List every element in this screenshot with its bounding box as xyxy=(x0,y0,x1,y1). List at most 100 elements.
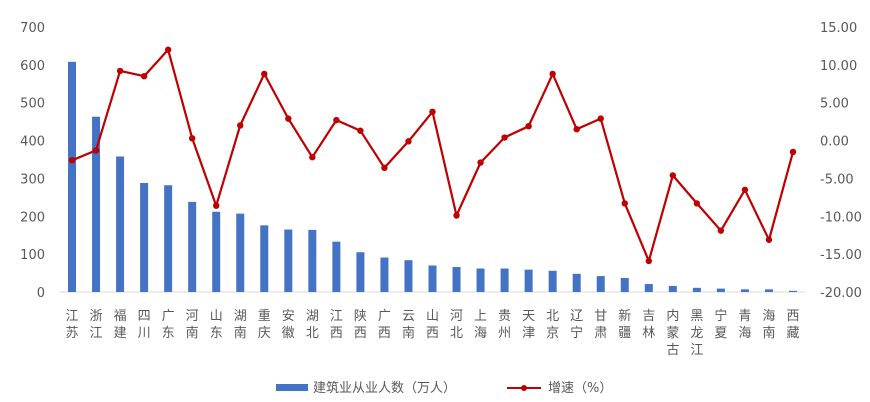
category-label: 西 xyxy=(378,326,391,341)
category-label: 广 xyxy=(162,309,175,324)
category-label: 江 xyxy=(690,343,703,358)
category-label: 南 xyxy=(402,325,415,341)
bar xyxy=(284,229,293,292)
category-label: 林 xyxy=(642,326,655,341)
right-tick-label: 5.00 xyxy=(820,97,849,112)
left-tick-label: 200 xyxy=(20,210,45,225)
line-point xyxy=(597,115,604,122)
bar xyxy=(524,269,533,292)
bar xyxy=(404,260,413,292)
left-tick-label: 100 xyxy=(20,248,45,263)
right-tick-label: -5.00 xyxy=(820,172,854,187)
category-label: 东 xyxy=(210,326,223,341)
line-point xyxy=(525,122,532,130)
category-label: 吉 xyxy=(642,309,655,324)
category-label: 西 xyxy=(330,326,343,341)
category-label: 湖 xyxy=(306,309,319,324)
category-label: 重 xyxy=(258,308,271,324)
category-label: 苏 xyxy=(66,325,79,341)
line-point xyxy=(285,115,292,122)
category-label: 北 xyxy=(450,326,463,341)
bar xyxy=(140,182,149,292)
category-label: 庆 xyxy=(258,326,271,341)
bar xyxy=(548,270,557,292)
category-label: 西 xyxy=(786,309,799,324)
legend-line-marker xyxy=(521,385,527,391)
line-point xyxy=(573,126,580,133)
category-label: 天 xyxy=(522,309,535,324)
bar xyxy=(692,287,701,292)
category-label: 海 xyxy=(474,326,487,341)
category-label: 黑 xyxy=(690,309,703,324)
line-point xyxy=(669,172,677,179)
line-point xyxy=(501,134,508,141)
line-point xyxy=(765,236,773,243)
bar xyxy=(356,252,365,292)
bar xyxy=(620,277,629,292)
line-point xyxy=(645,257,652,265)
category-label: 青 xyxy=(738,309,751,324)
category-label: 山 xyxy=(426,309,439,324)
line-point xyxy=(188,135,196,142)
category-label: 河 xyxy=(186,309,199,324)
bar xyxy=(596,276,605,292)
line-point xyxy=(164,46,172,53)
bar xyxy=(308,229,317,292)
line-point xyxy=(116,67,124,75)
line-point xyxy=(693,200,701,207)
bar xyxy=(332,241,341,292)
bar xyxy=(68,61,77,293)
line-point xyxy=(237,122,244,129)
bar xyxy=(116,156,125,292)
bar xyxy=(572,273,581,292)
left-axis-ticks: 0 100 200 300 400 500 600 700 xyxy=(20,21,45,301)
left-tick-label: 600 xyxy=(20,59,45,74)
left-tick-label: 400 xyxy=(20,135,45,150)
category-label: 海 xyxy=(762,309,775,324)
category-label: 江 xyxy=(330,309,343,324)
category-label: 建 xyxy=(114,326,127,341)
right-tick-label: 15.00 xyxy=(820,21,857,36)
bar xyxy=(476,268,485,292)
category-label: 江 xyxy=(66,309,79,324)
category-label: 藏 xyxy=(786,326,799,341)
category-label: 徽 xyxy=(282,326,295,341)
left-tick-label: 700 xyxy=(20,21,45,36)
left-tick-label: 0 xyxy=(37,286,45,301)
line-point xyxy=(453,212,460,219)
bar xyxy=(380,257,389,292)
category-label: 河 xyxy=(450,309,463,324)
growth-line xyxy=(71,48,795,263)
category-label: 东 xyxy=(162,326,175,341)
bar xyxy=(716,288,725,292)
category-label: 津 xyxy=(522,326,535,341)
category-label: 西 xyxy=(426,326,439,341)
bar xyxy=(788,290,797,292)
category-label: 陕 xyxy=(354,309,367,324)
line-point xyxy=(381,164,388,172)
category-label: 海 xyxy=(738,326,751,341)
category-label: 蒙 xyxy=(666,326,679,341)
category-label: 州 xyxy=(498,326,511,341)
bar xyxy=(764,289,773,292)
category-label: 西 xyxy=(354,326,367,341)
bar xyxy=(500,268,509,292)
bar xyxy=(188,201,197,292)
line-point xyxy=(789,148,797,156)
line-point xyxy=(213,202,220,209)
bar xyxy=(428,265,437,292)
category-label: 川 xyxy=(138,326,151,341)
bar xyxy=(452,267,461,292)
left-tick-label: 300 xyxy=(20,172,45,187)
bar xyxy=(644,284,653,292)
legend: 建筑业从业人数（万人） 增速（%） xyxy=(276,380,612,396)
legend-line-label: 增速（%） xyxy=(548,381,612,396)
category-label: 北 xyxy=(546,309,559,324)
category-label: 南 xyxy=(234,325,247,341)
category-label: 云 xyxy=(402,309,415,324)
category-label: 江 xyxy=(90,326,103,341)
category-labels: 江苏浙江福建四川广东河南山东湖南重庆安徽湖北江西陕西广西云南山西河北上海贵州天津… xyxy=(66,308,800,358)
line-point xyxy=(429,108,436,116)
bar-series xyxy=(68,61,797,293)
line-point xyxy=(717,227,725,234)
